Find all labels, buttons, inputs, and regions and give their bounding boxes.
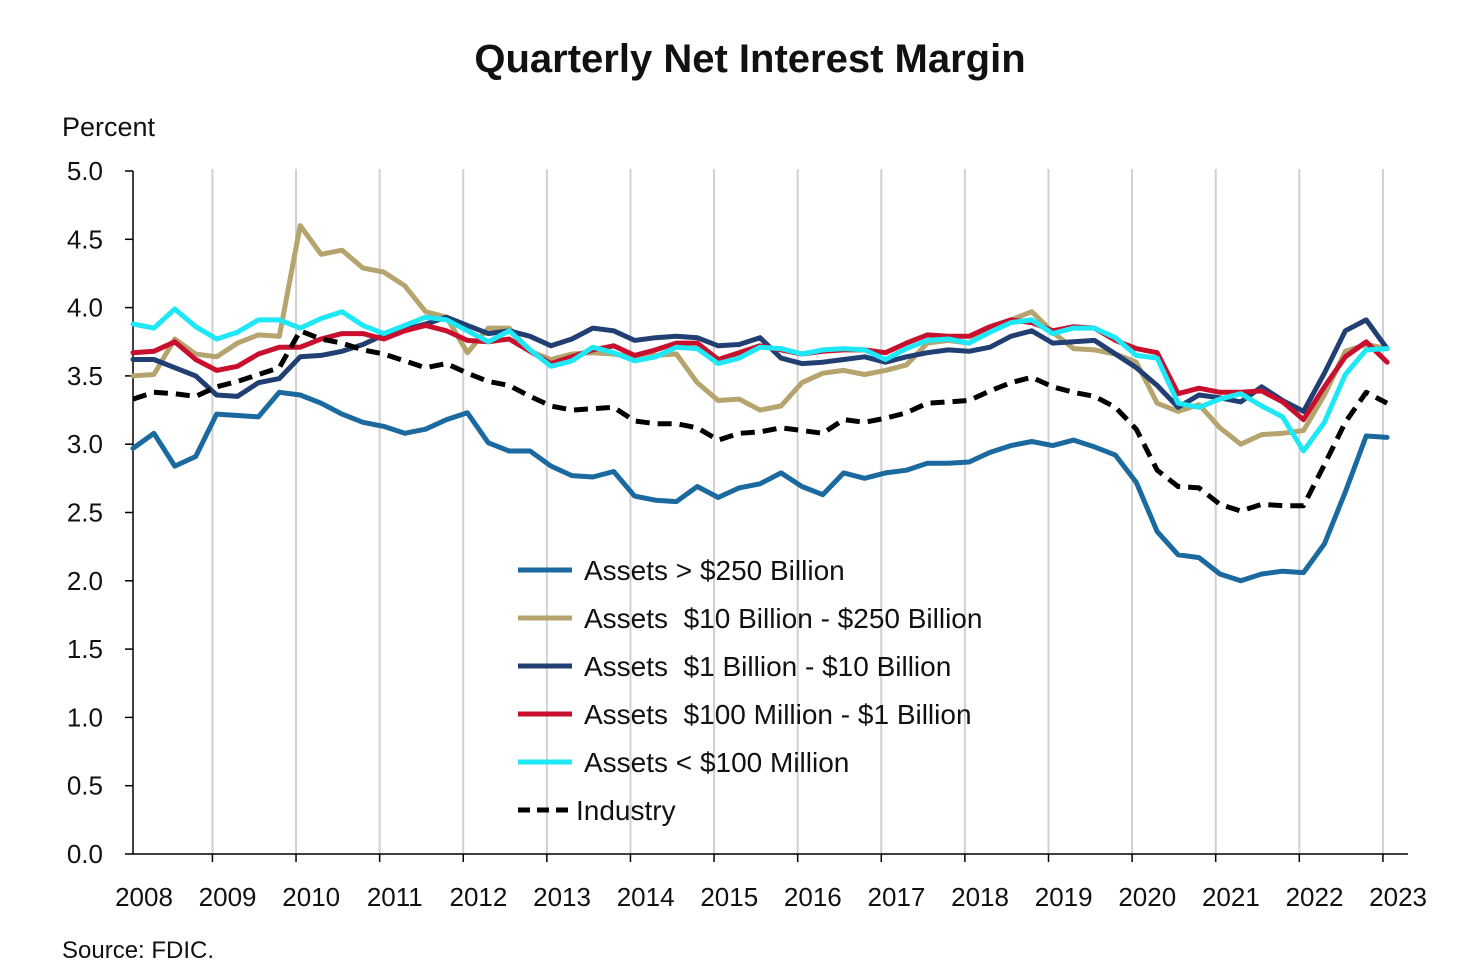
series-line-5 <box>132 328 1389 514</box>
x-tick-label: 2021 <box>1202 882 1260 912</box>
series-line-1 <box>130 223 1390 447</box>
y-tick-label: 3.5 <box>67 361 103 391</box>
series-lines <box>130 223 1390 584</box>
x-tick-label: 2012 <box>450 882 508 912</box>
legend-label-5: Industry <box>576 795 676 826</box>
y-axis-ticks: 0.0 0.5 1.0 1.5 2.0 2.5 3.0 3.5 4.0 4.5 5.0 <box>67 156 133 869</box>
x-tick-label: 2022 <box>1286 882 1344 912</box>
x-tick-label: 2019 <box>1035 882 1093 912</box>
x-tick-label: 2016 <box>784 882 842 912</box>
chart-title: Quarterly Net Interest Margin <box>474 37 1025 81</box>
x-tick-label: 2011 <box>367 882 423 912</box>
x-tick-label: 2013 <box>533 882 591 912</box>
series-line-0 <box>130 389 1390 584</box>
legend-label-0: Assets > $250 Billion <box>584 555 845 586</box>
source-note: Source: FDIC. <box>62 937 214 964</box>
y-tick-label: 4.0 <box>67 293 103 323</box>
x-tick-label: 2014 <box>617 882 675 912</box>
x-tick-label: 2009 <box>199 882 257 912</box>
y-tick-label: 2.0 <box>67 566 103 596</box>
y-tick-label: 3.0 <box>67 429 103 459</box>
x-tick-label: 2020 <box>1118 882 1176 912</box>
y-tick-label: 4.5 <box>67 224 103 254</box>
x-tick-label: 2023 <box>1369 882 1427 912</box>
legend-label-1: Assets $10 Billion - $250 Billion <box>584 603 982 634</box>
y-axis-label: Percent <box>62 112 156 142</box>
x-tick-label: 2015 <box>700 882 758 912</box>
x-axis-ticks: 2008 2009 2010 2011 2012 2013 2014 2015 2016 2017… <box>115 854 1427 912</box>
x-tick-label: 2010 <box>282 882 340 912</box>
y-tick-label: 2.5 <box>67 498 103 528</box>
y-tick-label: 1.0 <box>67 702 103 732</box>
legend-label-2: Assets $1 Billion - $10 Billion <box>584 651 951 682</box>
legend-label-3: Assets $100 Million - $1 Billion <box>584 699 972 730</box>
legend-label-4: Assets < $100 Million <box>584 747 849 778</box>
x-tick-label: 2008 <box>115 882 173 912</box>
y-tick-label: 5.0 <box>67 156 103 186</box>
series-line-2 <box>130 314 1390 414</box>
legend: Assets > $250 Billion Assets $10 Billion … <box>518 555 982 826</box>
x-tick-label: 2017 <box>868 882 926 912</box>
y-tick-label: 0.0 <box>67 839 103 869</box>
vertical-gridlines <box>211 169 1384 854</box>
series-line-4 <box>130 306 1390 454</box>
x-tick-label: 2018 <box>951 882 1009 912</box>
y-tick-label: 0.5 <box>67 771 103 801</box>
y-tick-label: 1.5 <box>67 634 103 664</box>
